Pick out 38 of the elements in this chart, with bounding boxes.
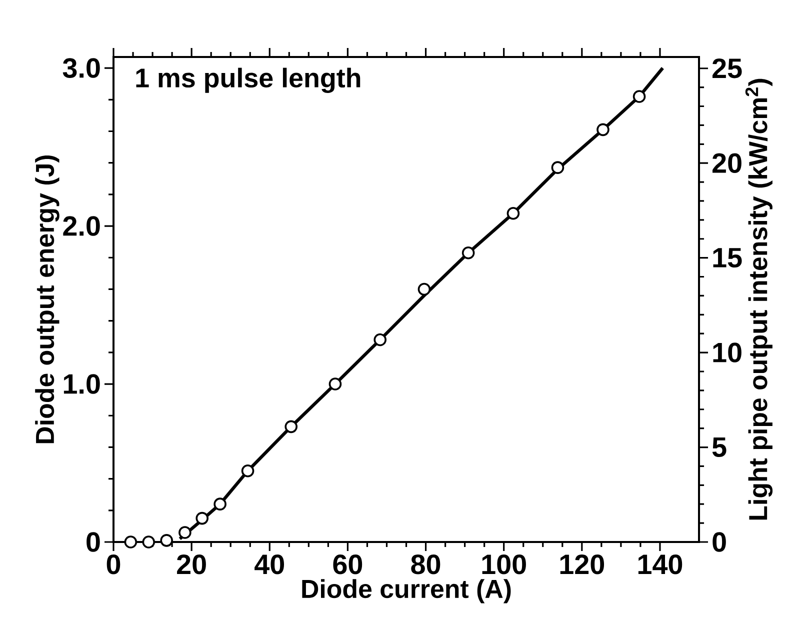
point	[596, 123, 610, 136]
y-tick-label: 1.0	[64, 374, 100, 394]
point	[374, 333, 386, 346]
y2-tick-label: 20	[712, 153, 742, 173]
y2-tick-label: 5	[712, 438, 726, 457]
x-tick-label: 140	[638, 554, 682, 574]
point	[214, 498, 226, 510]
point	[462, 246, 475, 260]
point	[632, 90, 646, 103]
x-tick-label: 120	[560, 554, 604, 574]
point	[196, 512, 209, 525]
y-tick-label: 2.0	[63, 216, 100, 236]
x-tick-label: 20	[177, 554, 206, 574]
x-tick-label: 40	[254, 554, 284, 574]
y-tick-label: 3.0	[62, 58, 100, 78]
y-tick-label: 0	[86, 532, 100, 552]
y2-tick-label: 15	[713, 248, 742, 268]
point	[418, 282, 431, 296]
x-tick-label: 100	[482, 554, 526, 574]
y2-tick-label: 10	[713, 342, 742, 362]
x-tick-label: 60	[333, 554, 362, 574]
point	[178, 526, 192, 539]
x-tick-label: 0	[106, 554, 120, 574]
point	[506, 206, 520, 220]
y2-axis-title: Light pipe output intensity (kW/cm$^{2}$)	[745, 78, 773, 520]
point	[284, 420, 298, 434]
y2-tick-label: 25	[712, 58, 742, 78]
x-axis-title: Diode current (A)	[302, 579, 511, 604]
point	[328, 378, 342, 390]
point	[124, 536, 138, 548]
point	[241, 464, 254, 478]
y2-tick-label: 0	[712, 532, 726, 552]
x-tick-label: 80	[411, 554, 440, 574]
y-axis-title: Diode output energy (J)	[35, 155, 60, 444]
point	[551, 161, 564, 174]
point	[142, 536, 156, 548]
point	[160, 534, 173, 547]
annotation: 1 ms pulse length	[136, 68, 360, 93]
